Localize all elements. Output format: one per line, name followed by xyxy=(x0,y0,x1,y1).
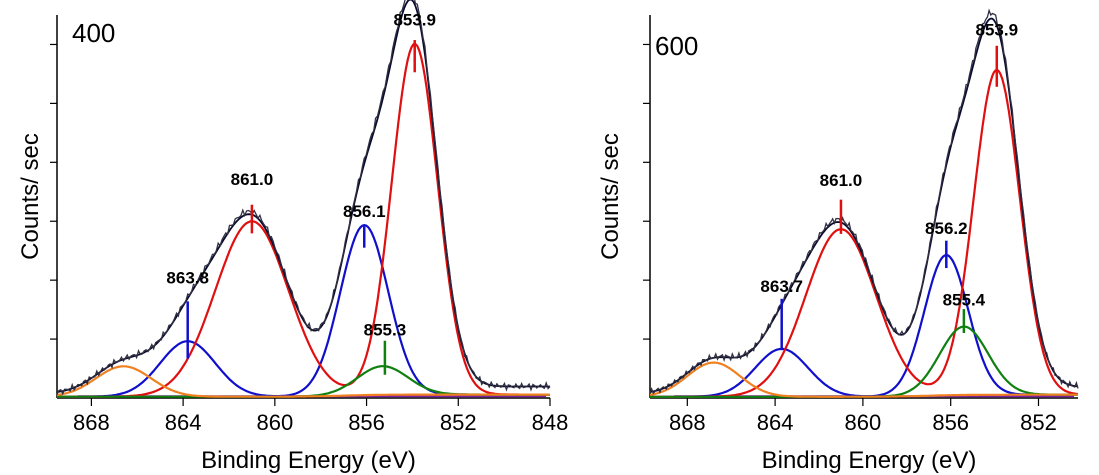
series-line-3 xyxy=(56,365,550,398)
peak-label: 861.0 xyxy=(231,170,274,189)
peak-label: 853.9 xyxy=(976,21,1019,40)
y-axis-title: Counts/ sec xyxy=(17,133,44,260)
envelope-line xyxy=(649,17,1079,393)
series-line-0 xyxy=(650,253,1078,398)
raw-spectrum-line xyxy=(56,0,551,396)
x-tick-label: 868 xyxy=(73,410,110,435)
raw-spectrum-line xyxy=(649,8,1079,395)
series-line-1 xyxy=(650,68,1079,398)
panel-label: 400 xyxy=(72,18,115,48)
peak-label: 853.9 xyxy=(393,11,436,30)
peak-label: 855.4 xyxy=(943,291,986,310)
peak-label: 856.2 xyxy=(925,219,968,238)
x-tick-label: 848 xyxy=(532,410,569,435)
x-tick-label: 852 xyxy=(440,410,477,435)
x-axis-title: Binding Energy (eV) xyxy=(201,447,416,474)
peak-label: 861.0 xyxy=(820,171,863,190)
x-tick-label: 856 xyxy=(348,410,385,435)
x-tick-label: 852 xyxy=(1020,410,1057,435)
peak-label: 855.3 xyxy=(364,320,407,339)
series-line-0 xyxy=(57,223,550,398)
x-tick-label: 868 xyxy=(669,410,706,435)
x-tick-label: 856 xyxy=(932,410,969,435)
chart-panel-400: 868 864 860 856 852 848 Binding Energy (eV) Cou… xyxy=(17,0,568,474)
series-line-3 xyxy=(649,361,1078,398)
x-tick-label: 860 xyxy=(845,410,882,435)
peak-label: 863.7 xyxy=(760,277,803,296)
peak-label: 863.8 xyxy=(166,268,209,287)
x-tick-label: 864 xyxy=(757,410,794,435)
peak-label: 856.1 xyxy=(343,202,386,221)
chart-panel-600: 868 864 860 856 852 Binding Energy (eV) Counts… xyxy=(597,8,1079,474)
x-tick-label: 864 xyxy=(165,410,202,435)
series-line-2 xyxy=(57,365,550,398)
x-axis-title: Binding Energy (eV) xyxy=(762,447,977,474)
series-line-1 xyxy=(57,42,550,398)
y-axis-title: Counts/ sec xyxy=(597,133,624,260)
x-tick-label: 860 xyxy=(256,410,293,435)
panel-label: 600 xyxy=(655,31,698,61)
